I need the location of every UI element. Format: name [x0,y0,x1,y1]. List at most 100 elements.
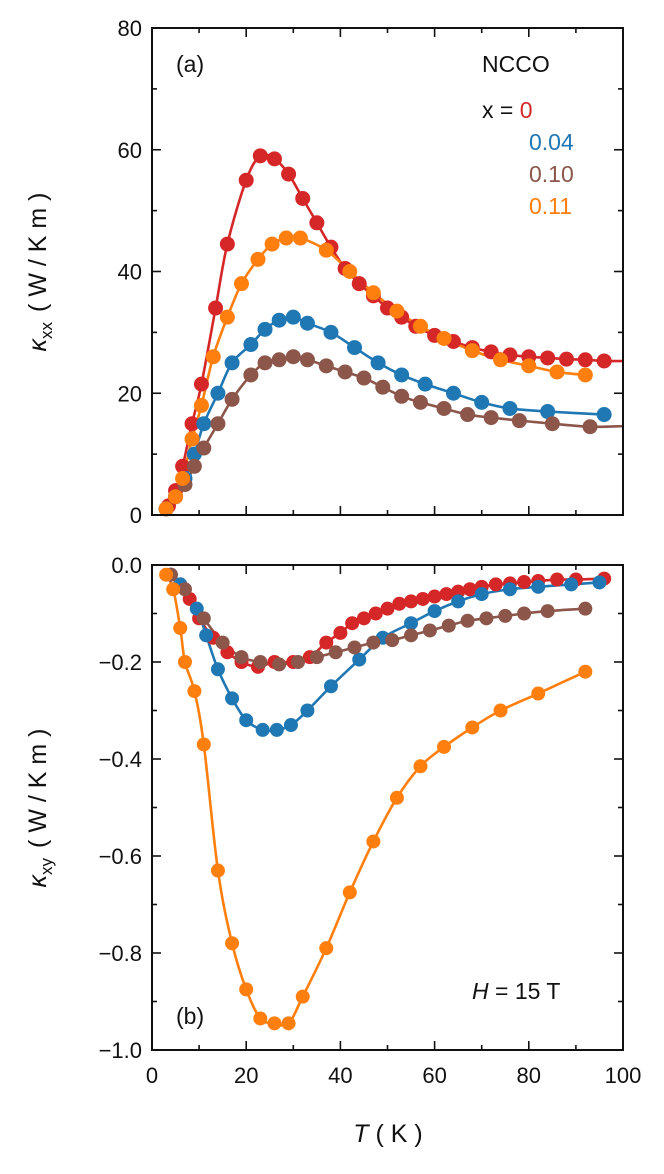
data-point-a-x0_10 [375,379,391,395]
data-point-b-x0_11 [389,790,404,805]
data-point-a-x0_10 [460,407,476,423]
data-point-b-x0_04 [283,718,298,733]
data-point-a-x0_10 [394,388,410,404]
data-point-b-x0_11 [173,621,188,636]
data-point-a-x0_10 [582,419,598,435]
legend-entry-x0_04: 0.04 [529,129,574,155]
data-point-a-x0_04 [299,315,315,331]
data-point-a-x0_04 [394,367,410,383]
y-tick-label: 0 [130,503,142,528]
data-point-a-x0_10 [436,400,452,416]
x-tick-label: 20 [234,1063,258,1088]
data-point-b-x0_11 [253,1011,268,1026]
data-point-b-x0_11 [413,759,428,774]
data-point-a-x0_04 [210,385,226,401]
data-point-a-x0_04 [243,337,259,353]
panel-b-y-axis-units: ( W / K m ) [24,729,52,848]
data-point-b-x0 [333,625,348,640]
data-point-a-x0_11 [389,303,405,319]
data-point-a-x0 [175,458,191,474]
panel-a-y-axis-label: κxx ( W / K m ) [24,193,56,352]
data-point-b-x0_11 [342,885,357,900]
data-point-a-x0 [351,276,367,292]
data-point-a-x0_11 [264,236,280,252]
legend-prefix: x = [482,97,520,123]
data-point-b-x0_10 [578,601,593,616]
data-point-a-x0_11 [184,431,200,447]
data-point-a-x0 [295,190,311,206]
data-point-a-x0_11 [233,276,249,292]
data-point-a-x0 [193,376,209,392]
panel-a-label: (a) [176,51,204,77]
data-point-a-x0_11 [168,489,184,505]
data-point-b-x0 [415,591,430,606]
data-point-b-x0_04 [564,577,579,592]
data-point-b-x0_11 [465,720,480,735]
data-point-b-x0_10 [460,613,475,628]
x-tick-label: 80 [517,1063,541,1088]
data-point-a-x0_11 [436,330,452,346]
data-point-b-x0_10 [328,645,343,660]
data-point-b-x0_11 [159,567,174,582]
data-point-b-x0 [517,574,532,589]
data-point-b-x0_11 [187,684,202,699]
data-point-b-x0_11 [493,703,508,718]
series-line-a-x0_11 [165,235,586,510]
data-point-b-x0 [550,572,565,587]
data-point-b-x0_04 [404,616,419,631]
data-point-b-x0_11 [166,582,181,597]
data-point-b-x0 [462,582,477,597]
data-point-b-x0_11 [281,1016,296,1031]
data-point-a-x0_10 [337,364,353,380]
data-point-b-x0_10 [404,628,419,643]
y-tick-label: 60 [118,138,142,163]
data-point-a-x0_11 [521,358,537,374]
panel-b-frame [151,564,624,1051]
legend: x = 0 0.04 0.10 0.11 [482,97,574,219]
data-point-b-x0_11 [196,737,211,752]
panel-b-y-axis-subscript: xy [37,857,56,875]
data-point-b-x0_11 [239,982,254,997]
data-point-a-x0_10 [186,458,202,474]
data-point-b-x0_04 [502,582,517,597]
legend-entry-x0_11: 0.11 [529,193,572,219]
data-point-a-x0_11 [292,230,308,246]
data-point-b-x0_04 [239,713,254,728]
y-tick-label: 80 [118,16,142,41]
data-point-a-x0_10 [483,410,499,426]
data-point-b-x0_04 [199,628,214,643]
legend-entry-x0_10: 0.10 [529,161,574,187]
data-point-b-x0 [439,587,454,602]
data-point-a-x0_11 [250,251,266,267]
data-point-b-x0 [356,611,371,626]
data-point-b-x0_04 [323,679,338,694]
data-point-b-x0_10 [366,635,381,650]
data-point-b-x0 [345,616,360,631]
data-point-a-x0 [238,172,254,188]
data-point-b-x0_04 [474,587,489,602]
data-point-a-x0 [219,236,235,252]
data-point-a-x0 [577,352,593,368]
data-point-a-x0_11 [278,230,294,246]
data-point-a-x0_04 [271,312,287,328]
panel-a-frame [151,27,624,516]
data-point-a-x0_11 [342,264,358,279]
data-point-a-x0_10 [271,352,287,368]
y-tick-label: −0.8 [99,941,142,966]
data-point-b-x0_10 [517,606,532,621]
field-value: = 15 T [489,978,561,1004]
panel-a: 0 20 40 60 80 (a) NCCO x = 0 0.04 0.10 0.11 κxx… [24,16,624,528]
data-point-b-x0_10 [479,611,494,626]
data-point-a-x0 [540,350,556,366]
chart-title: NCCO [482,51,550,77]
y-tick-label: −1.0 [99,1038,142,1063]
data-point-b-x0_11 [295,989,310,1004]
data-point-b-x0_10 [347,640,362,655]
data-point-a-x0_04 [257,321,273,337]
data-point-a-x0_11 [193,397,209,413]
data-point-a-x0_10 [210,416,226,432]
y-tick-label: 20 [118,381,142,406]
data-point-a-x0_11 [318,242,334,258]
series-line-a-x0_10 [165,355,624,510]
x-tick-label: 0 [146,1063,158,1088]
